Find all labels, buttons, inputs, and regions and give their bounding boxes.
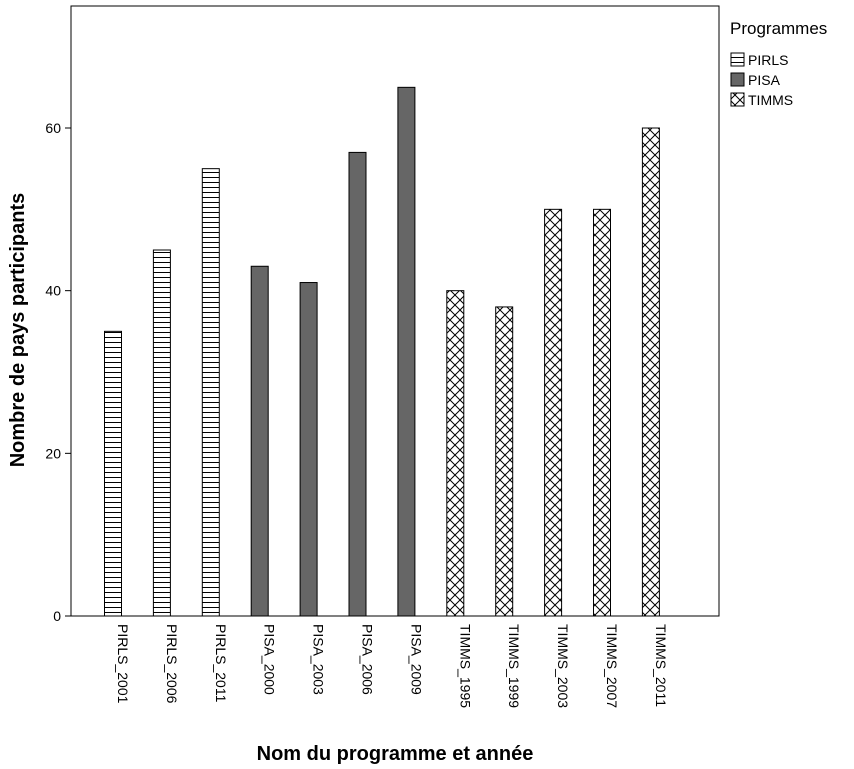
x-tick-label-pisa-2000: PISA_2000	[262, 624, 278, 695]
bar-timms-1999	[495, 306, 514, 617]
bar-pirls-2001	[104, 330, 122, 617]
x-tick-label-timms-2011: TIMMS_2011	[653, 624, 669, 707]
x-tick-label-timms-1999: TIMMS_1999	[506, 624, 522, 708]
bar-pisa-2009	[397, 86, 416, 617]
legend-label-pisa: PISA	[748, 72, 781, 88]
y-tick-label-20: 20	[45, 445, 61, 461]
bar-pirls-2011	[201, 168, 220, 617]
y-tick-label-0: 0	[53, 608, 61, 624]
x-tick-label-timms-2007: TIMMS_2007	[604, 624, 620, 708]
bar-timms-2011	[641, 127, 660, 617]
legend-label-timms: TIMMS	[748, 92, 793, 108]
y-tick-label-40: 40	[45, 283, 61, 299]
x-tick-label-pisa-2009: PISA_2009	[408, 624, 424, 695]
bars	[104, 86, 660, 617]
bar-timms-2007	[593, 208, 611, 617]
x-tick-label-pirls-2011: PIRLS_2011	[213, 624, 229, 703]
bar-pisa-2003	[299, 282, 318, 617]
legend-title: Programmes	[730, 19, 827, 38]
x-tick-label-pirls-2006: PIRLS_2006	[164, 624, 180, 704]
bar-timms-2003	[544, 208, 563, 617]
bar-timms-1995	[446, 290, 465, 617]
y-tick-label-60: 60	[45, 120, 61, 136]
x-tick-label-pisa-2006: PISA_2006	[360, 624, 376, 695]
legend-label-pirls: PIRLS	[748, 52, 788, 68]
legend: Programmes PIRLS PISA TIMMS	[730, 19, 827, 108]
bar-pisa-2006	[348, 151, 367, 617]
x-tick-label-timms-2003: TIMMS_2003	[555, 624, 571, 708]
x-axis-title: Nom du programme et année	[257, 743, 534, 765]
legend-swatch-pisa	[730, 72, 745, 87]
x-tick-label-timms-1995: TIMMS_1995	[457, 624, 473, 708]
bar-pirls-2006	[152, 249, 171, 617]
legend-swatch-timms	[730, 92, 745, 107]
y-axis: 0 20 40 60	[45, 120, 71, 624]
bar-pisa-2000	[250, 265, 269, 617]
x-tick-label-pirls-2001: PIRLS_2001	[115, 624, 131, 704]
legend-swatch-pirls	[730, 52, 745, 67]
y-axis-title: Nombre de pays participants	[7, 193, 29, 468]
x-tick-label-pisa-2003: PISA_2003	[311, 624, 327, 695]
x-axis: PIRLS_2001 PIRLS_2006 PIRLS_2011 PISA_2000 P…	[115, 624, 669, 708]
